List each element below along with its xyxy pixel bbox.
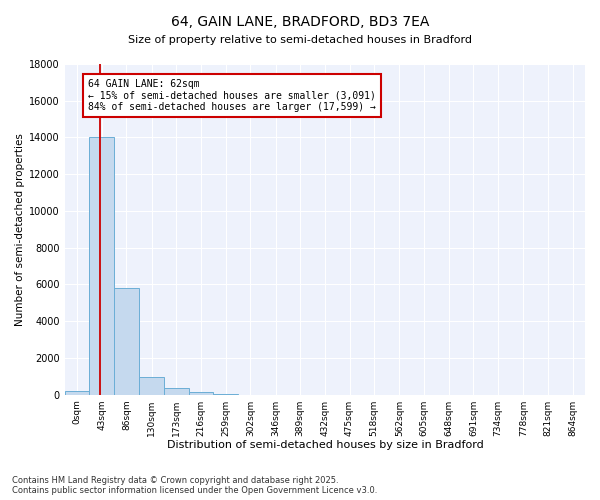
Bar xyxy=(89,138,114,394)
X-axis label: Distribution of semi-detached houses by size in Bradford: Distribution of semi-detached houses by … xyxy=(167,440,483,450)
Text: Contains HM Land Registry data © Crown copyright and database right 2025.
Contai: Contains HM Land Registry data © Crown c… xyxy=(12,476,377,495)
Bar xyxy=(164,388,188,394)
Bar xyxy=(65,391,89,394)
Text: 64 GAIN LANE: 62sqm
← 15% of semi-detached houses are smaller (3,091)
84% of sem: 64 GAIN LANE: 62sqm ← 15% of semi-detach… xyxy=(88,78,376,112)
Bar xyxy=(114,288,139,395)
Bar xyxy=(188,392,214,394)
Bar xyxy=(139,377,164,394)
Text: 64, GAIN LANE, BRADFORD, BD3 7EA: 64, GAIN LANE, BRADFORD, BD3 7EA xyxy=(171,15,429,29)
Y-axis label: Number of semi-detached properties: Number of semi-detached properties xyxy=(15,133,25,326)
Text: Size of property relative to semi-detached houses in Bradford: Size of property relative to semi-detach… xyxy=(128,35,472,45)
